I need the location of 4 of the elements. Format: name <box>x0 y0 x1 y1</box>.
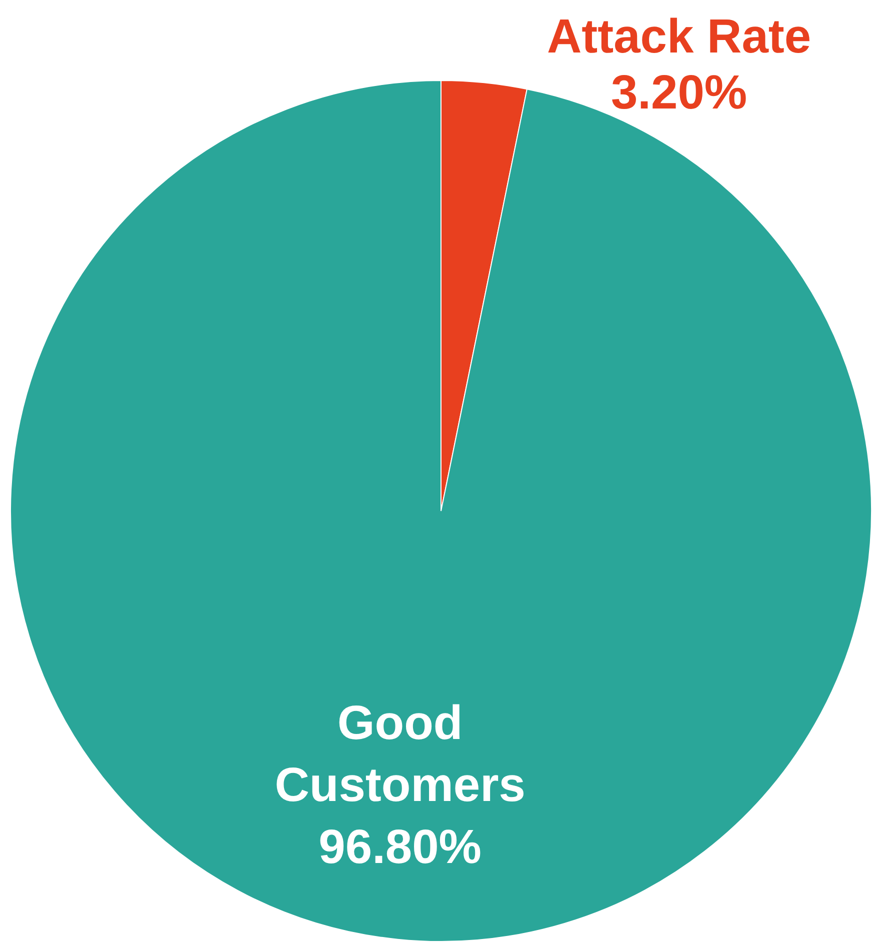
data-label: 96.80% <box>318 821 482 874</box>
slice-label: Attack Rate <box>546 10 812 64</box>
data-label: 3.20% <box>610 66 748 120</box>
slice-label: Good Customers <box>274 697 526 812</box>
